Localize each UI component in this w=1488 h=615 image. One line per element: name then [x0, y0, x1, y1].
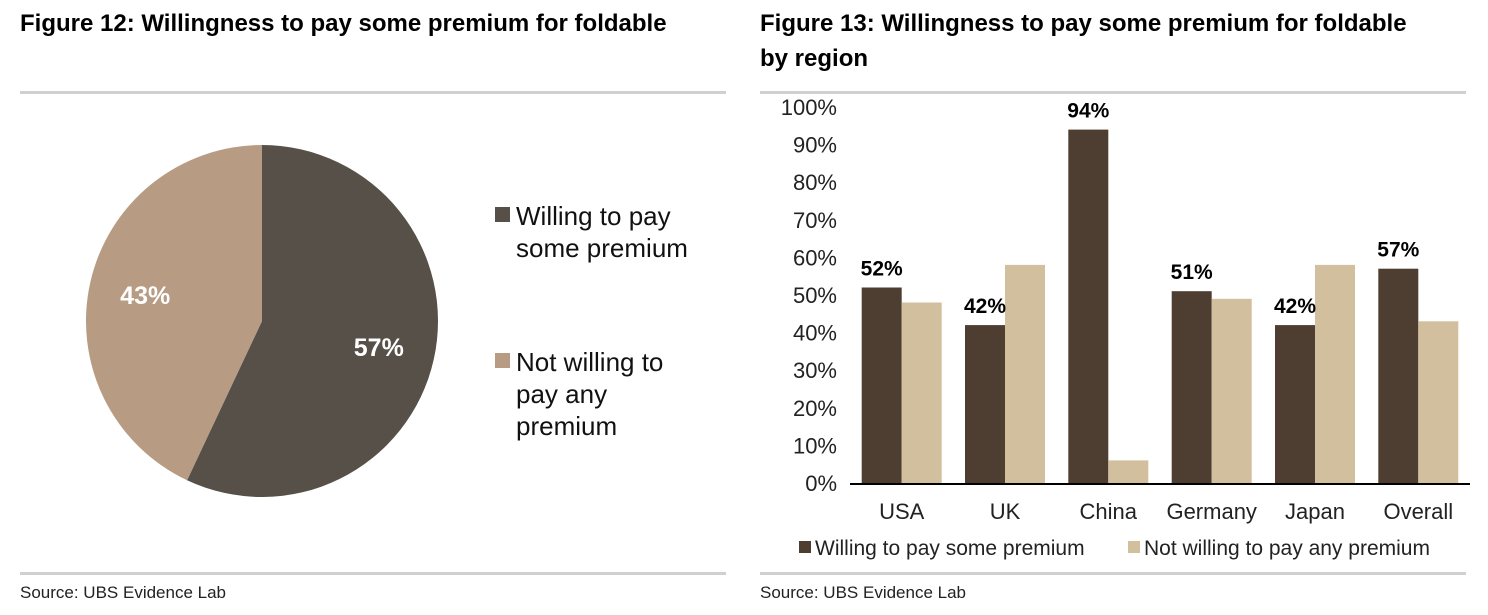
bar-not-willing-uk — [1005, 264, 1045, 483]
figure-13-title: Figure 13: Willingness to pay some premi… — [760, 6, 1407, 76]
pie-legend-swatch-1 — [495, 207, 510, 222]
figure-13-source: Source: UBS Evidence Lab — [760, 583, 967, 602]
bar-legend-label-2: Not willing to pay any premium — [1144, 537, 1430, 560]
bar-willing-usa — [861, 287, 902, 483]
bar-not-willing-germany — [1211, 298, 1252, 483]
bar-legend-swatch-1 — [799, 541, 811, 553]
pie-legend-label-2: pay any — [516, 379, 607, 409]
y-tick-label: 90% — [793, 133, 837, 158]
pie-legend-label-2: premium — [516, 411, 617, 441]
y-tick-label: 70% — [793, 208, 837, 233]
y-tick-label: 80% — [793, 170, 837, 195]
x-tick-label: USA — [879, 499, 925, 524]
y-tick-label: 50% — [793, 283, 837, 308]
bar-data-label-uk: 42% — [964, 295, 1006, 318]
x-tick-label: Japan — [1285, 499, 1345, 524]
figure-13-top-rule — [760, 91, 1466, 94]
bar-willing-japan — [1275, 325, 1315, 483]
pie-slice-2 — [85, 145, 262, 481]
bar-legend-swatch-2 — [1128, 541, 1140, 553]
x-tick-label: UK — [990, 499, 1021, 524]
bar-willing-uk — [965, 325, 1005, 483]
bar-willing-china — [1068, 129, 1109, 483]
x-tick-label: Overall — [1383, 499, 1453, 524]
y-tick-label: 40% — [793, 321, 837, 346]
bar-data-label-japan: 42% — [1274, 295, 1316, 318]
figure-13-title-line-1: Figure 13: Willingness to pay some premi… — [760, 10, 1407, 37]
pie-slice-1 — [187, 145, 438, 498]
figure-12-bottom-rule — [20, 572, 726, 575]
y-tick-label: 20% — [793, 396, 837, 421]
x-tick-label: China — [1080, 499, 1138, 524]
figure-12-top-rule — [20, 91, 726, 94]
x-tick-label: Germany — [1166, 499, 1256, 524]
bar-data-label-overall: 57% — [1377, 239, 1419, 262]
y-tick-label: 60% — [793, 245, 837, 270]
y-tick-label: 100% — [781, 95, 837, 120]
bar-willing-germany — [1171, 291, 1212, 483]
bar-not-willing-japan — [1315, 264, 1355, 483]
pie-legend-label-1: Willing to pay — [516, 201, 671, 231]
y-tick-label: 10% — [793, 433, 837, 458]
bar-not-willing-china — [1108, 460, 1149, 483]
bar-not-willing-overall — [1418, 321, 1459, 483]
bar-data-label-germany: 51% — [1171, 261, 1213, 284]
y-tick-label: 30% — [793, 358, 837, 383]
bar-data-label-china: 94% — [1067, 100, 1109, 123]
pie-slice-label-2: 43% — [120, 282, 170, 310]
figure-12-panel: Figure 12: Willingness to pay some premi… — [0, 0, 740, 615]
pie-legend-swatch-2 — [495, 353, 510, 368]
bar-legend-label-1: Willing to pay some premium — [815, 537, 1085, 560]
figure-13-panel: Figure 13: Willingness to pay some premi… — [740, 0, 1488, 615]
bar-willing-overall — [1378, 268, 1419, 483]
y-tick-label: 0% — [805, 471, 837, 496]
figure-13-bottom-rule — [760, 572, 1466, 575]
bar-data-label-usa: 52% — [861, 258, 903, 281]
pie-legend-label-2: Not willing to — [516, 347, 663, 377]
bar-not-willing-usa — [901, 302, 942, 483]
figure-13-title-line-2: by region — [760, 45, 869, 72]
pie-slice-label-1: 57% — [354, 334, 404, 362]
figure-12-source: Source: UBS Evidence Lab — [20, 583, 227, 602]
bar-chart: 0% 10% 20% 30% 40% 50% 60% 70% 80% 90% 100% 52% USA 4… — [781, 95, 1470, 560]
pie-legend-label-1: some premium — [516, 233, 688, 263]
figure-12-title: Figure 12: Willingness to pay some premi… — [20, 10, 667, 37]
